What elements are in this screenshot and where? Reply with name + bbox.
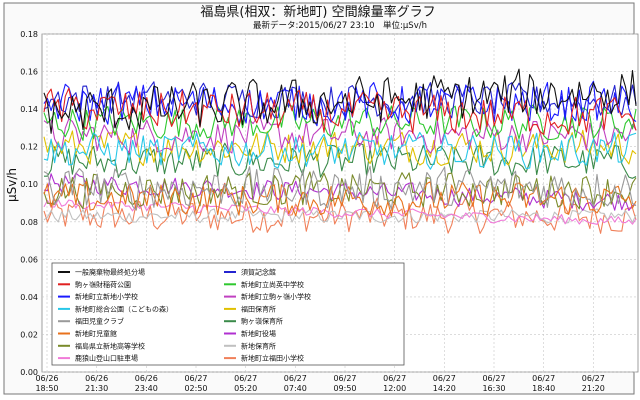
series-line xyxy=(43,87,637,136)
x-tick-date: 06/27 xyxy=(482,374,505,383)
x-tick-date: 06/26 xyxy=(35,374,58,383)
x-tick-time: 18:50 xyxy=(35,384,58,393)
legend-label: 新地町総合公園（こどもの森） xyxy=(75,304,173,313)
y-tick-label: 0.10 xyxy=(20,180,38,189)
legend-label: 新地町立尚英中学校 xyxy=(241,280,304,289)
chart-subtitle: 最新データ:2015/06/27 23:10 単位:μSv/h xyxy=(253,20,427,31)
legend-label: 一般廃棄物最終処分場 xyxy=(75,268,145,277)
series-line xyxy=(43,197,637,235)
legend-label: 鹿狼山登山口駐車場 xyxy=(75,354,138,363)
x-tick-time: 12:00 xyxy=(383,384,406,393)
y-tick-label: 0.14 xyxy=(20,105,38,114)
series-lines xyxy=(43,68,637,235)
legend-label: 福田児童クラブ xyxy=(75,317,124,326)
x-tick-date: 06/26 xyxy=(85,374,108,383)
x-tick-time: 21:30 xyxy=(85,384,108,393)
series-line xyxy=(43,81,637,119)
legend-label: 福島県立新地高等学校 xyxy=(75,341,145,350)
y-tick-label: 0.02 xyxy=(20,330,38,339)
x-tick-time: 09:50 xyxy=(333,384,356,393)
x-tick-time: 23:40 xyxy=(135,384,158,393)
series-line xyxy=(43,208,637,224)
x-tick-date: 06/27 xyxy=(433,374,456,383)
x-tick-date: 06/27 xyxy=(234,374,257,383)
legend-label: 新地町立新地小学校 xyxy=(75,292,138,301)
legend-label: 新地町立駒ヶ嶺小学校 xyxy=(241,292,311,301)
x-tick-time: 16:30 xyxy=(482,384,505,393)
legend-label: 新地町役場 xyxy=(241,329,276,338)
y-tick-label: 0.18 xyxy=(20,30,38,39)
x-tick-time: 14:20 xyxy=(433,384,456,393)
legend-label: 須賀記念館 xyxy=(241,268,276,277)
y-tick-label: 0.16 xyxy=(20,68,38,77)
x-tick-time: 21:20 xyxy=(582,384,605,393)
x-tick-date: 06/27 xyxy=(532,374,555,383)
legend-label: 新地町児童館 xyxy=(75,329,117,338)
legend-label: 新地町立福田小学校 xyxy=(241,354,304,363)
x-tick-time: 02:50 xyxy=(184,384,207,393)
axis-ticks: 0.00 0.02 0.04 0.06 0.08 0.10 0.12 0.14 0.16 0.18… xyxy=(20,30,605,393)
series-line xyxy=(44,142,637,179)
series-line xyxy=(43,116,637,154)
y-tick-label: 0.12 xyxy=(20,143,38,152)
y-tick-label: 0.00 xyxy=(20,368,38,377)
y-tick-label: 0.08 xyxy=(20,218,38,227)
x-tick-date: 06/27 xyxy=(333,374,356,383)
legend-label: 駒ヶ嶺財稲荷公園 xyxy=(75,280,131,289)
x-tick-time: 18:40 xyxy=(532,384,555,393)
y-tick-label: 0.04 xyxy=(20,293,38,302)
x-tick-date: 06/27 xyxy=(582,374,605,383)
legend-label: 新地保育所 xyxy=(241,341,276,350)
legend-box xyxy=(51,262,405,366)
x-tick-time: 05:20 xyxy=(234,384,257,393)
y-tick-label: 0.06 xyxy=(20,255,38,264)
legend-label: 福田保育所 xyxy=(241,304,276,313)
x-tick-date: 06/27 xyxy=(184,374,207,383)
x-tick-time: 07:40 xyxy=(284,384,307,393)
series-line xyxy=(43,68,637,134)
series-line xyxy=(43,80,637,127)
x-tick-date: 06/27 xyxy=(284,374,307,383)
legend-label: 駒ヶ嶺保育所 xyxy=(241,317,283,326)
legend: 一般廃棄物最終処分場駒ヶ嶺財稲荷公園新地町立新地小学校新地町総合公園（こどもの森… xyxy=(51,262,405,366)
chart-title: 福島県(相双：新地町) 空間線量率グラフ xyxy=(200,4,435,20)
series-line xyxy=(43,165,637,211)
x-tick-date: 06/26 xyxy=(135,374,158,383)
series-line xyxy=(43,131,637,170)
x-tick-date: 06/27 xyxy=(383,374,406,383)
y-axis-label: μSv/h xyxy=(5,168,19,202)
series-line xyxy=(43,129,637,167)
